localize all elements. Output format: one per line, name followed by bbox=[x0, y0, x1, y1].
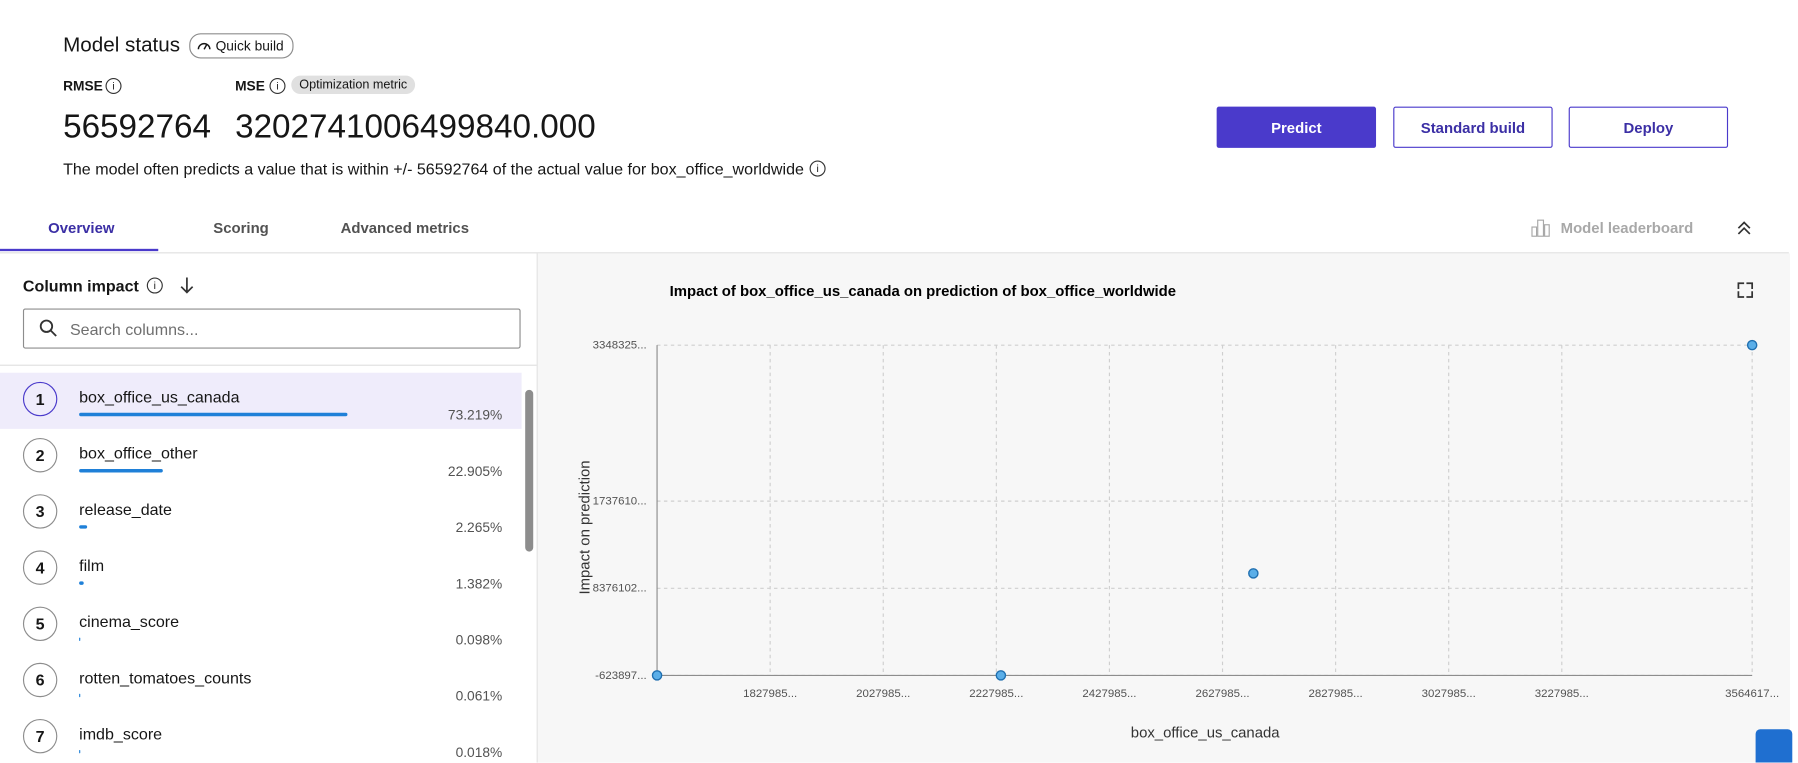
x-tick-label: 2627985... bbox=[1195, 688, 1249, 700]
metric-label: MSE bbox=[235, 77, 265, 95]
y-axis-label: Impact on prediction bbox=[577, 460, 593, 594]
x-tick-label: 2227985... bbox=[969, 688, 1023, 700]
column-row[interactable]: 7 imdb_score 0.018% bbox=[0, 710, 522, 763]
chart-panel bbox=[537, 253, 1790, 763]
column-name: cinema_score bbox=[79, 612, 180, 631]
x-axis-label: box_office_us_canada bbox=[1131, 725, 1280, 741]
y-tick-label: 3348325... bbox=[593, 340, 647, 352]
info-icon[interactable]: i bbox=[105, 77, 122, 95]
impact-label: 1.382% bbox=[455, 575, 503, 592]
point bbox=[1248, 568, 1259, 579]
point bbox=[1746, 339, 1758, 351]
rank-badge: 6 bbox=[22, 662, 58, 698]
leaderboard-icon bbox=[1531, 219, 1550, 237]
column-list: 1 box_office_us_canada 73.219% 2 box_office_… bbox=[0, 372, 522, 763]
impact-bar bbox=[79, 525, 88, 529]
impact-bar bbox=[79, 412, 348, 417]
rank-badge: 5 bbox=[22, 606, 58, 642]
tab[interactable]: Overview bbox=[48, 219, 115, 237]
description: The model often predicts a value that is… bbox=[63, 159, 804, 178]
chat-button[interactable] bbox=[1755, 729, 1793, 763]
tab[interactable]: Scoring bbox=[213, 219, 269, 237]
info-icon[interactable]: i bbox=[146, 277, 163, 294]
metric-label: RMSE bbox=[63, 77, 103, 95]
deploy-button[interactable]: Deploy bbox=[1568, 106, 1729, 148]
column-name: film bbox=[79, 556, 105, 575]
chart-title: Impact of box_office_us_canada on predic… bbox=[670, 284, 1176, 300]
x-tick-label: 2427985... bbox=[1082, 688, 1136, 700]
y-tick-label: 1737610... bbox=[593, 496, 647, 508]
x-tick-label: 3227985... bbox=[1535, 688, 1589, 700]
title: Model status bbox=[63, 33, 181, 57]
impact-label: 73.219% bbox=[447, 407, 503, 424]
panel-title: Column impact bbox=[22, 276, 139, 295]
leaderboard-link[interactable]: Model leaderboard bbox=[1560, 219, 1694, 237]
impact-label: 0.018% bbox=[455, 744, 503, 761]
badge-text: Quick build bbox=[215, 37, 284, 54]
y-tick-label: 8376102... bbox=[593, 583, 647, 595]
divider bbox=[0, 364, 537, 366]
metric-value: 56592764 bbox=[63, 108, 212, 146]
column-name: rotten_tomatoes_counts bbox=[79, 668, 252, 687]
column-name: box_office_us_canada bbox=[79, 387, 240, 406]
column-row[interactable]: 5 cinema_score 0.098% bbox=[0, 597, 522, 653]
y-tick-label: -623897... bbox=[595, 670, 647, 682]
point bbox=[995, 670, 1007, 681]
column-row[interactable]: 2 box_office_other 22.905% bbox=[0, 429, 522, 485]
impact-label: 2.265% bbox=[455, 519, 503, 536]
scrollbar[interactable] bbox=[525, 389, 534, 552]
impact-bar bbox=[79, 637, 81, 642]
search-placeholder: Search columns... bbox=[69, 319, 199, 339]
tab-indicator bbox=[0, 248, 159, 252]
impact-label: 0.061% bbox=[455, 688, 503, 705]
divider bbox=[0, 252, 1789, 254]
metric-value: 3202741006499840.000 bbox=[235, 108, 596, 146]
column-row[interactable]: 4 film 1.382% bbox=[0, 541, 522, 597]
quick-build-badge[interactable]: Quick build bbox=[189, 33, 294, 59]
impact-label: 0.098% bbox=[455, 631, 503, 648]
point bbox=[651, 670, 663, 681]
info-icon[interactable]: i bbox=[809, 160, 826, 177]
x-tick-label: 2027985... bbox=[856, 688, 910, 700]
rank-badge: 4 bbox=[22, 550, 58, 585]
impact-bar bbox=[79, 469, 164, 473]
sort-icon[interactable] bbox=[179, 276, 195, 294]
predict-button[interactable]: Predict bbox=[1216, 106, 1377, 148]
column-name: release_date bbox=[79, 499, 172, 519]
x-tick-label: 2827985... bbox=[1309, 688, 1363, 700]
column-row[interactable]: 1 box_office_us_canada 73.219% bbox=[0, 372, 522, 429]
column-row[interactable]: 3 release_date 2.265% bbox=[0, 485, 522, 541]
info-icon[interactable]: i bbox=[269, 77, 286, 95]
rank-badge: 1 bbox=[22, 381, 58, 417]
rank-badge: 2 bbox=[22, 438, 58, 473]
column-row[interactable]: 6 rotten_tomatoes_counts 0.061% bbox=[0, 654, 522, 710]
impact-bar bbox=[79, 693, 81, 698]
optimization-badge: Optimization metric bbox=[291, 75, 416, 95]
x-tick-label: 3564617... bbox=[1725, 688, 1779, 700]
gauge-icon bbox=[197, 42, 211, 50]
standard-build-button[interactable]: Standard build bbox=[1393, 106, 1553, 148]
x-tick-label: 1827985... bbox=[743, 688, 797, 700]
rank-badge: 3 bbox=[22, 494, 58, 529]
divider bbox=[536, 253, 538, 763]
fullscreen-icon[interactable] bbox=[1737, 282, 1754, 298]
column-name: imdb_score bbox=[79, 724, 163, 744]
impact-bar bbox=[79, 749, 81, 754]
search-box[interactable]: Search columns... bbox=[22, 308, 521, 349]
x-tick-label: 3027985... bbox=[1422, 688, 1476, 700]
rank-badge: 7 bbox=[22, 718, 58, 754]
tab[interactable]: Advanced metrics bbox=[340, 219, 470, 237]
column-name: box_office_other bbox=[79, 443, 198, 463]
impact-label: 22.905% bbox=[447, 463, 503, 480]
search-icon bbox=[39, 319, 57, 337]
impact-bar bbox=[79, 581, 85, 585]
collapse-icon[interactable] bbox=[1736, 220, 1752, 236]
